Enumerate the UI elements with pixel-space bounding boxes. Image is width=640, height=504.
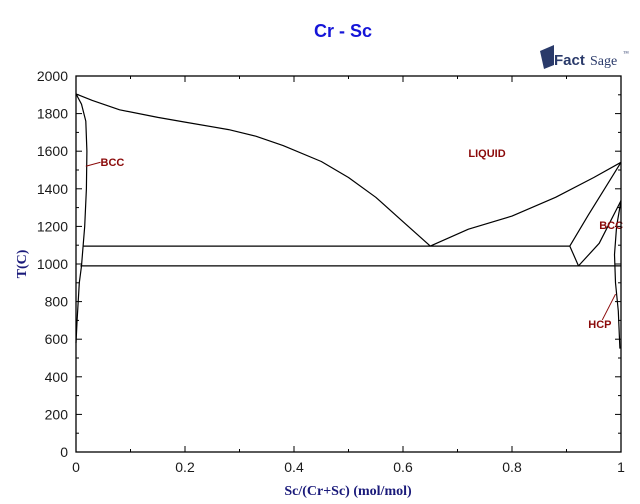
y-tick-label: 1800 xyxy=(37,106,68,122)
x-tick-label: 1 xyxy=(617,459,625,475)
phase-label-bcc: BCC xyxy=(101,157,125,169)
logo-sage: Sage xyxy=(590,54,617,69)
x-tick-label: 0.2 xyxy=(175,459,195,475)
logo-mark-icon xyxy=(540,45,554,69)
x-tick-label: 0.6 xyxy=(393,459,413,475)
factsage-logo: Fact Sage ™ xyxy=(540,45,629,69)
leader-line xyxy=(601,293,616,321)
curve-bcc-sc-hcp-side xyxy=(578,200,622,267)
y-axis-label: T(C) xyxy=(15,249,30,278)
phase-label-hcp: HCP xyxy=(588,319,611,331)
x-tick-label: 0.8 xyxy=(502,459,522,475)
leader-line xyxy=(85,161,101,167)
y-tick-label: 0 xyxy=(60,444,68,460)
x-axis-label: Sc/(Cr+Sc) (mol/mol) xyxy=(284,484,412,499)
phase-label-liquid: LIQUID xyxy=(468,148,505,160)
y-tick-label: 1000 xyxy=(37,256,68,272)
y-tick-label: 600 xyxy=(45,331,69,347)
y-tick-label: 1400 xyxy=(37,181,68,197)
x-tick-label: 0 xyxy=(72,459,80,475)
chart-title: Cr - Sc xyxy=(314,21,372,41)
curve-liquidus-sc-side xyxy=(430,161,622,247)
curve-bcc-sc-liquidus-side xyxy=(569,161,622,247)
y-tick-label: 1600 xyxy=(37,143,68,159)
y-tick-label: 800 xyxy=(45,294,69,310)
curve-liquidus-cr-side xyxy=(75,93,431,247)
phase-boundaries xyxy=(75,93,622,349)
axis-ticks xyxy=(75,75,622,453)
y-tick-label: 2000 xyxy=(37,68,68,84)
x-tick-label: 0.4 xyxy=(284,459,304,475)
y-tick-label: 400 xyxy=(45,369,69,385)
curve-bcc-cr-solvus xyxy=(75,246,84,344)
y-tick-label: 200 xyxy=(45,406,69,422)
curve-bcc-sc-eutectoid-vee xyxy=(569,245,580,267)
phase-labels: LIQUID BCC BCC HCP xyxy=(85,148,623,331)
axis-tick-labels: 0 0.2 0.4 0.6 0.8 1 0 200 400 600 800 1000 1200 1400 1… xyxy=(37,68,625,475)
phase-label-bcc: BCC xyxy=(599,220,623,232)
logo-tm: ™ xyxy=(623,51,629,57)
curve-bcc-cr-solidus xyxy=(75,93,88,247)
y-tick-label: 1200 xyxy=(37,218,68,234)
plot-frame xyxy=(75,75,622,453)
curve-hcp-sc-solvus xyxy=(613,200,622,349)
logo-fact: Fact xyxy=(554,52,585,69)
